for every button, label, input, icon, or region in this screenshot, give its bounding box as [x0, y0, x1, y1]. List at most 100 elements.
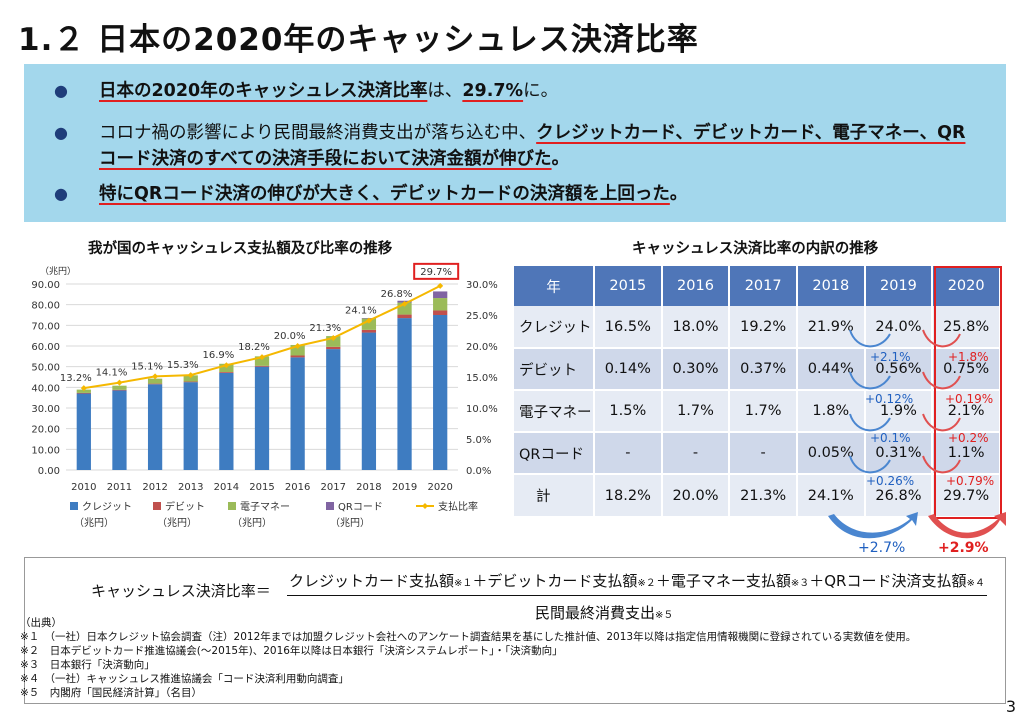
table-cell: 1.1%: [932, 432, 1001, 475]
curved-arrow-icon: [849, 329, 891, 348]
row-label: 電子マネー: [514, 390, 595, 433]
bullet-dot-icon: ●: [54, 184, 68, 203]
y-tick-label-left: 80.00: [31, 301, 60, 312]
curved-arrow-icon: [849, 371, 891, 390]
right-table-title: キャッシュレス決済比率の内訳の推移: [632, 241, 879, 257]
formula-ref: ※２: [637, 578, 656, 589]
table-cell: -: [594, 432, 663, 475]
delta-2020-emoney: +0.2%: [948, 431, 989, 445]
table-cell: 21.9%: [796, 306, 866, 349]
legend-swatch: [70, 502, 78, 510]
header-cell: 2020: [932, 266, 1001, 306]
legend-label: 電子マネー: [240, 501, 290, 513]
bullet-2-underlined-line2: コード決済のすべての決済手段において決済金額が伸びた: [99, 149, 552, 169]
bar-segment: [183, 381, 198, 383]
table-row: クレジット 16.5% 18.0% 19.2% 21.9% 24.0% 25.8…: [514, 306, 1001, 349]
bullet-3-underlined: 特にQRコード決済の伸びが大きく、デビットカードの決済額を上回った: [99, 184, 670, 204]
curved-arrow-icon: [922, 455, 961, 474]
note-line: ※４ （一社）キャッシュレス推進協議会「コード決済利用動向調査」: [20, 673, 349, 685]
curved-arrow-icon: [922, 371, 961, 390]
ratio-data-label: 20.0%: [274, 331, 306, 342]
legend-label: QRコード: [338, 502, 383, 513]
bar-segment: [112, 390, 127, 470]
x-tick-label: 2012: [142, 482, 167, 493]
bar-segment: [433, 291, 448, 299]
header-cell: 2017: [729, 266, 798, 306]
bar-segment: [397, 302, 412, 315]
bar-segment: [219, 372, 234, 373]
bar-segment: [254, 365, 270, 367]
legend-label: デビット: [165, 500, 205, 513]
legend-swatch: [326, 502, 334, 510]
y-tick-label-right: 15.0%: [466, 373, 498, 384]
ratio-point: [401, 300, 408, 307]
legend-swatch: [228, 502, 236, 510]
table-total-row: 計 18.2% 20.0% 21.3% 24.1% 26.8% 29.7%: [514, 473, 1001, 518]
x-tick-label: 2011: [107, 482, 132, 493]
formula-term: ＋デビットカード支払額: [472, 572, 638, 590]
ratio-data-label: 26.8%: [381, 289, 413, 300]
table-row: QRコード - - - 0.05% 0.31% 1.1%: [514, 432, 1001, 475]
table-cell: 0.05%: [796, 432, 866, 475]
bar-segment: [76, 389, 91, 393]
delta-2019-emoney: +0.1%: [870, 431, 911, 445]
row-label: QRコード: [514, 432, 595, 475]
ratio-data-label: 24.1%: [345, 306, 377, 317]
bullet-1-mid: は、: [427, 81, 463, 101]
table-cell: -: [661, 432, 731, 475]
bullet-1-underlined-2: 29.7%: [462, 81, 524, 101]
x-tick-label: 2018: [356, 482, 381, 493]
ratio-data-label: 15.1%: [131, 361, 163, 372]
table-cell: 1.7%: [661, 390, 731, 433]
delta-2019-total: +2.7%: [858, 540, 906, 556]
y-tick-label-right: 30.0%: [466, 280, 498, 291]
y-tick-label-left: 20.00: [31, 425, 60, 436]
header-cell: 2015: [594, 266, 663, 306]
formula-term: ＋QRコード決済支払額: [809, 572, 967, 590]
y-tick-label-left: 10.00: [31, 445, 60, 456]
y-tick-label-right: 10.0%: [466, 404, 498, 415]
ratio-point: [365, 317, 372, 324]
bar-segment: [290, 355, 305, 358]
table-cell: 19.2%: [729, 306, 798, 349]
page-title: 1.２ 日本の2020年のキャッシュレス決済比率: [18, 22, 699, 58]
table-cell: 0.44%: [796, 348, 866, 391]
bullet-2-plain: コロナ禍の影響により民間最終消費支出が落ち込む中、: [99, 123, 537, 143]
delta-2020-qr: +0.79%: [946, 474, 995, 488]
legend-label: クレジット: [82, 501, 132, 513]
bar-segment: [76, 392, 91, 394]
bar-segment: [397, 318, 412, 470]
y-tick-label-right: 5.0%: [466, 435, 491, 446]
left-chart-title: 我が国のキャッシュレス支払額及び比率の推移: [88, 241, 393, 257]
bar-segment: [183, 375, 198, 382]
bullet-dot-icon: ●: [54, 81, 68, 100]
ratio-data-label: 29.7%: [420, 267, 452, 278]
bar-segment: [219, 372, 234, 470]
x-tick-label: 2013: [178, 482, 203, 493]
ratio-data-label: 18.2%: [238, 342, 270, 353]
bar-segment: [433, 310, 448, 315]
big-curved-arrow-icon: [828, 512, 918, 539]
y-tick-label-left: 0.00: [38, 466, 60, 477]
formula-numerator: クレジットカード支払額※１＋デビットカード支払額※２＋電子マネー支払額※３＋QR…: [289, 570, 985, 591]
legend-unit: （兆円）: [232, 517, 272, 529]
table-cell: 0.30%: [661, 348, 731, 391]
bar-segment: [361, 332, 377, 470]
legend-swatch: [153, 502, 161, 510]
delta-arrows: [828, 329, 1006, 539]
table-cell: 25.8%: [932, 306, 1001, 349]
delta-2020-total: +2.9%: [938, 540, 989, 556]
table-cell: 1.7%: [729, 390, 798, 433]
y-tick-label-left: 90.00: [31, 280, 60, 291]
table-cell: 18.0%: [661, 306, 731, 349]
table-cell: 21.3%: [729, 473, 798, 518]
table-cell: 24.1%: [796, 473, 866, 518]
formula-lhs: キャッシュレス決済比率＝: [91, 582, 271, 600]
y-tick-label-left: 40.00: [31, 383, 60, 394]
table-cell: 2.1%: [932, 390, 1001, 433]
ratio-data-label: 15.3%: [167, 360, 199, 371]
ratio-point: [152, 373, 159, 380]
delta-2019-debit: +0.12%: [865, 392, 914, 406]
formula-term: クレジットカード支払額: [289, 572, 455, 590]
ratio-point: [259, 354, 265, 361]
